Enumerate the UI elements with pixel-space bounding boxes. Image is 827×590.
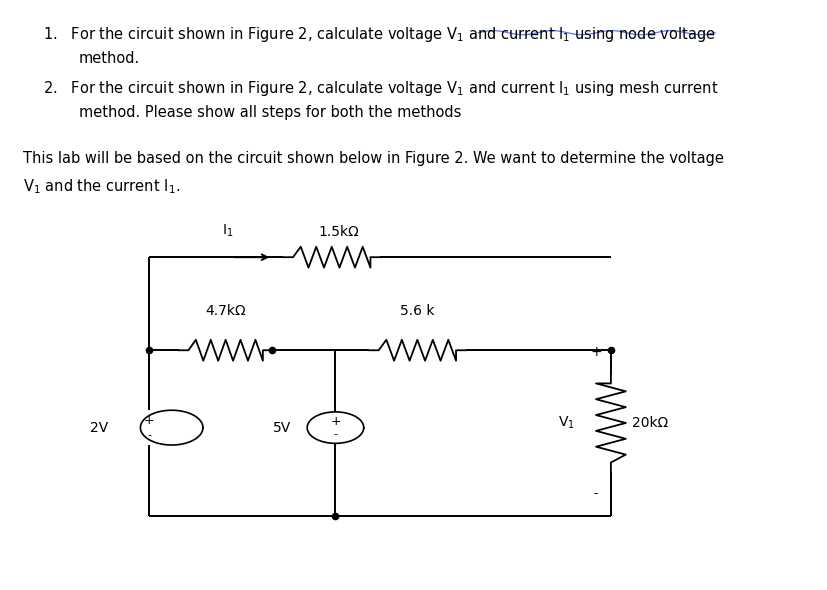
Text: -: - — [333, 430, 337, 439]
Text: 20kΩ: 20kΩ — [631, 416, 667, 430]
Text: +: + — [590, 345, 601, 359]
Text: method.: method. — [79, 51, 140, 65]
Text: I$_1$: I$_1$ — [222, 222, 233, 238]
Text: +: + — [144, 414, 155, 427]
Text: method. Please show all steps for both the methods: method. Please show all steps for both t… — [79, 105, 461, 120]
Text: +: + — [330, 415, 341, 428]
Text: -: - — [593, 487, 598, 500]
Text: 5V: 5V — [272, 421, 290, 435]
Text: 4.7kΩ: 4.7kΩ — [205, 304, 246, 318]
Text: 1.5kΩ: 1.5kΩ — [318, 225, 359, 238]
Text: V$_1$ and the current I$_1$.: V$_1$ and the current I$_1$. — [23, 177, 179, 196]
Text: 5.6 k: 5.6 k — [399, 304, 434, 318]
Text: 1.   For the circuit shown in Figure 2, calculate voltage V$_1$ and current I$_1: 1. For the circuit shown in Figure 2, ca… — [43, 25, 715, 44]
Text: 2V: 2V — [90, 421, 108, 435]
Text: This lab will be based on the circuit shown below in Figure 2. We want to determ: This lab will be based on the circuit sh… — [23, 151, 723, 166]
Text: 2.   For the circuit shown in Figure 2, calculate voltage V$_1$ and current I$_1: 2. For the circuit shown in Figure 2, ca… — [43, 78, 718, 97]
Text: V$_1$: V$_1$ — [557, 415, 575, 431]
Text: -: - — [147, 430, 151, 440]
